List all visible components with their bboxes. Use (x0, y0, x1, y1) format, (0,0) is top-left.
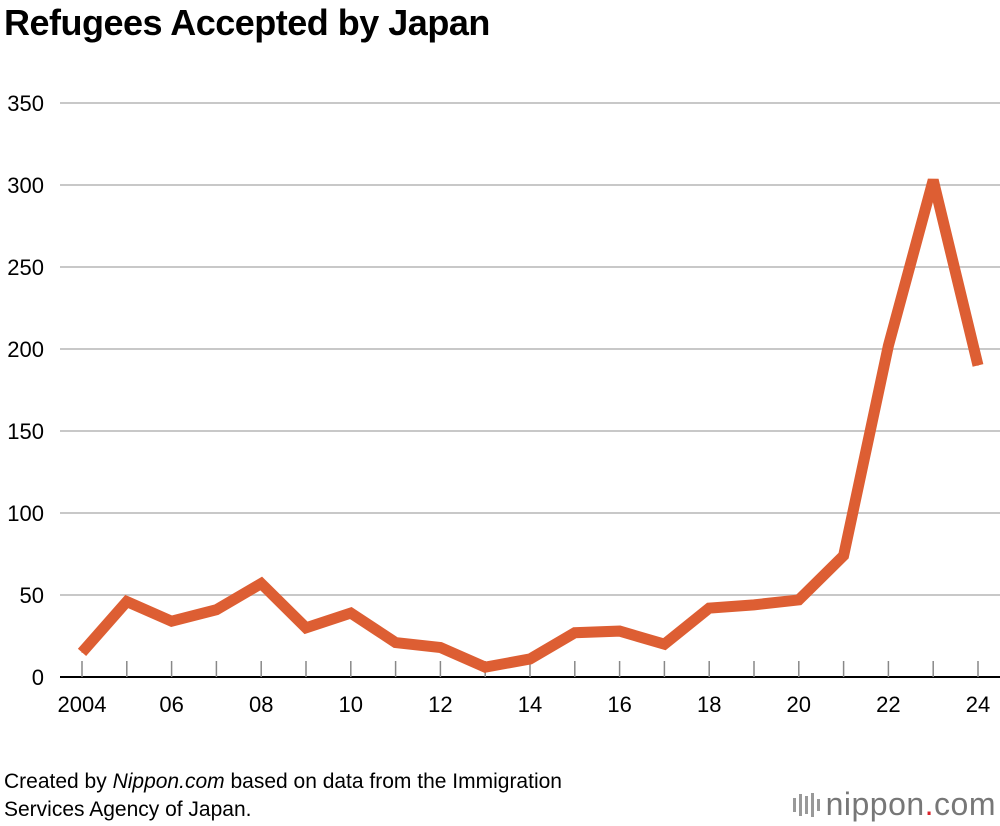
data-point-2006 (171, 620, 173, 622)
nippon-logo: nippon.com (792, 786, 996, 823)
chart-title: Refugees Accepted by Japan (4, 2, 490, 43)
y-axis-tick-labels: 0 50 100 150 200 250 300 350 (7, 91, 44, 690)
data-point-2004 (81, 651, 83, 653)
logo-tld: com (934, 786, 996, 822)
data-point-2010 (350, 612, 352, 614)
data-point-2021 (843, 555, 845, 557)
source-prefix: Created by (4, 770, 113, 793)
line-chart: 0 50 100 150 200 250 300 350 2004 06 08 10 12 14 16 18… (7, 91, 1000, 717)
data-point-2020 (798, 599, 800, 601)
data-point-2005 (126, 601, 128, 603)
logo-dot: . (924, 786, 935, 822)
x-tick-label: 14 (518, 692, 542, 717)
sound-bars-icon (792, 792, 820, 817)
x-tick-label: 20 (787, 692, 811, 717)
data-point-2015 (574, 632, 576, 634)
x-tick-label: 22 (876, 692, 900, 717)
data-series (77, 178, 984, 673)
x-tick-label: 10 (339, 692, 363, 717)
x-tick-label: 08 (249, 692, 273, 717)
source-note-line1: Created by Nippon.com based on data from… (4, 768, 562, 796)
data-point-2008 (260, 583, 262, 585)
x-tick-label: 16 (607, 692, 631, 717)
data-point-2024 (977, 364, 979, 366)
data-point-2023 (932, 179, 934, 181)
data-point-2007 (215, 609, 217, 611)
x-axis: 2004 06 08 10 12 14 16 18 20 22 24 (58, 661, 1000, 717)
y-tick-label: 200 (7, 337, 44, 362)
data-point-2013 (484, 666, 486, 668)
source-suffix: based on data from the Immigration (224, 770, 562, 793)
y-tick-label: 100 (7, 501, 44, 526)
source-note-line2: Services Agency of Japan. (4, 798, 252, 821)
y-tick-label: 0 (32, 665, 44, 690)
source-name: Nippon.com (112, 770, 225, 793)
data-point-2019 (753, 604, 755, 606)
y-tick-label: 50 (20, 583, 44, 608)
y-tick-label: 150 (7, 419, 44, 444)
data-point-2022 (887, 345, 889, 347)
data-point-2014 (529, 658, 531, 660)
data-point-2017 (663, 643, 665, 645)
source-note: Created by Nippon.com based on data from… (4, 768, 562, 824)
data-point-2016 (619, 630, 621, 632)
x-tick-label: 24 (966, 692, 990, 717)
gridlines (60, 102, 1000, 596)
y-tick-label: 300 (7, 173, 44, 198)
y-tick-label: 350 (7, 91, 44, 116)
x-tick-label: 06 (159, 692, 183, 717)
x-tick-label: 2004 (58, 692, 107, 717)
data-point-2009 (305, 627, 307, 629)
y-tick-label: 250 (7, 255, 44, 280)
data-point-2018 (708, 607, 710, 609)
data-point-2012 (439, 646, 441, 648)
data-point-2011 (395, 642, 397, 644)
logo-text: nippon.com (826, 786, 996, 823)
logo-name: nippon (825, 786, 925, 822)
x-tick-label: 12 (428, 692, 452, 717)
x-tick-label: 18 (697, 692, 721, 717)
